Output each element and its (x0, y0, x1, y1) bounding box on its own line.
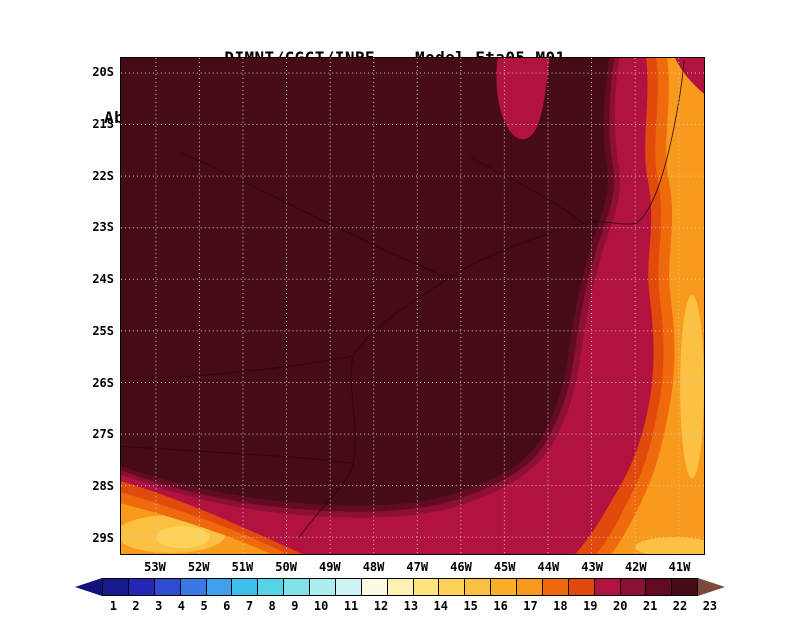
temp-band-15-southeast (635, 537, 704, 554)
colorbar-value-22: 22 (672, 599, 688, 613)
temp-band-14-southwest (155, 526, 210, 549)
colorbar-segment-13 (413, 579, 440, 595)
state-border-east (469, 157, 584, 224)
lat-label-28S: 28S (92, 479, 114, 494)
colorbar-value-15: 15 (463, 599, 478, 613)
temperature-field-svg (121, 58, 704, 554)
lon-label-50W: 50W (275, 560, 297, 574)
colorbar-segment-19 (568, 579, 595, 595)
colorbar-segment-20 (594, 579, 621, 595)
lon-label-49W: 49W (318, 560, 341, 574)
lat-label-21S: 21S (92, 116, 114, 131)
state-border-mid (121, 355, 354, 380)
colorbar-segment-9 (310, 579, 336, 595)
colorbar-value-21: 21 (642, 599, 658, 613)
lat-label-27S: 27S (92, 427, 114, 442)
colorbar-segment-11 (361, 579, 388, 595)
colorbar-segment-21 (620, 579, 647, 595)
colorbar-segment-22 (646, 579, 673, 595)
colorbar-segment-15 (465, 579, 492, 595)
lon-label-46W: 46W (450, 560, 472, 574)
colorbar-value-6: 6 (223, 599, 231, 613)
colorbar-segment-23 (672, 579, 698, 595)
lat-label-23S: 23S (92, 220, 114, 235)
colorbar-label-spacer-left (75, 599, 102, 613)
colorbar-value-2: 2 (132, 599, 140, 613)
colorbar-value-23: 23 (702, 599, 718, 613)
colorbar-value-20: 20 (612, 599, 628, 613)
lon-label-53W: 53W (144, 560, 166, 574)
colorbar-value-17: 17 (523, 599, 538, 613)
lon-label-44W: 44W (537, 560, 560, 574)
temp-band-20-corner-streak (675, 58, 704, 94)
colorbar-segment-6 (232, 579, 259, 595)
colorbar-value-16: 16 (493, 599, 508, 613)
colorbar-value-7: 7 (245, 599, 254, 613)
colorbar-left-arrow (75, 578, 102, 596)
lat-label-25S: 25S (92, 323, 114, 338)
state-border-north (180, 152, 450, 279)
colorbar-segment-2 (128, 579, 155, 595)
graticule-grid (121, 58, 704, 554)
lon-label-52W: 52W (187, 560, 210, 574)
colorbar-labels: 1 2 3 4 5 6 7 8 9 10 11 12 13 14 15 16 17 18 19 20 21 22 23 (75, 599, 725, 613)
state-border-south (121, 445, 354, 464)
colorbar-value-19: 19 (583, 599, 598, 613)
map-area (120, 57, 705, 555)
lon-label-47W: 47W (406, 560, 429, 574)
colorbar-segment-1 (103, 579, 129, 595)
lon-label-43W: 43W (581, 560, 603, 574)
lon-label-42W: 42W (624, 560, 647, 574)
colorbar-value-12: 12 (373, 599, 389, 613)
colorbar-segment-5 (206, 579, 233, 595)
colorbar-value-14: 14 (433, 599, 448, 613)
colorbar-right-arrow (698, 578, 725, 596)
colorbar-segment-12 (387, 579, 414, 595)
lat-label-26S: 26S (92, 375, 114, 390)
colorbar-value-1: 1 (109, 599, 117, 613)
lon-label-51W: 51W (231, 560, 254, 574)
colorbar-segment-4 (180, 579, 207, 595)
lat-label-24S: 24S (92, 272, 114, 287)
lat-label-20S: 20S (92, 65, 114, 79)
colorbar-value-8: 8 (268, 599, 276, 613)
lon-label-45W: 45W (493, 560, 516, 574)
colorbar-value-9: 9 (291, 599, 299, 613)
colorbar (75, 578, 725, 596)
colorbar-value-4: 4 (177, 599, 186, 613)
colorbar-segments (102, 578, 698, 596)
temp-band-15-east (680, 295, 704, 479)
colorbar-segment-14 (439, 579, 466, 595)
colorbar-segment-7 (258, 579, 285, 595)
coastline (299, 59, 685, 538)
colorbar-segment-3 (154, 579, 181, 595)
colorbar-segment-8 (284, 579, 310, 595)
colorbar-value-5: 5 (200, 599, 208, 613)
colorbar-value-10: 10 (313, 599, 329, 613)
colorbar-value-13: 13 (403, 599, 419, 613)
colorbar-segment-10 (335, 579, 362, 595)
lat-label-29S: 29S (92, 531, 114, 546)
colorbar-segment-16 (491, 579, 517, 595)
colorbar-value-18: 18 (553, 599, 568, 613)
colorbar-value-11: 11 (343, 599, 359, 613)
lon-label-41W: 41W (668, 560, 691, 574)
state-boundary-lines (121, 59, 685, 538)
lat-label-22S: 22S (92, 168, 114, 183)
colorbar-value-3: 3 (155, 599, 163, 613)
lon-label-48W: 48W (362, 560, 385, 574)
colorbar-segment-17 (517, 579, 543, 595)
colorbar-segment-18 (542, 579, 569, 595)
